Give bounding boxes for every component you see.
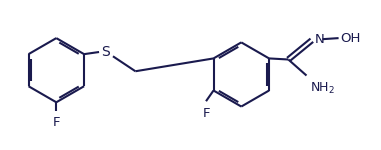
Text: OH: OH — [341, 32, 361, 45]
Text: F: F — [53, 116, 60, 129]
Text: N: N — [315, 33, 325, 46]
Text: NH$_2$: NH$_2$ — [310, 81, 335, 96]
Text: F: F — [202, 106, 210, 120]
Text: S: S — [101, 45, 110, 59]
